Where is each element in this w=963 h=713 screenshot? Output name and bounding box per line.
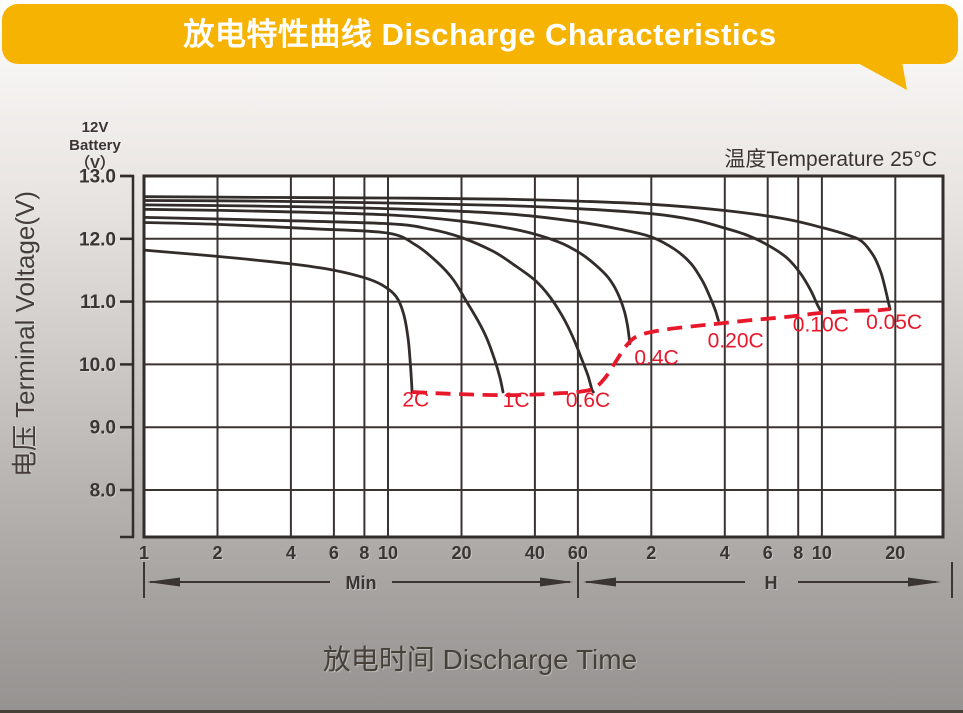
- rate-labels: 0.05C 0.10C 0.20C 0.4C 0.6C 1C 2C: [402, 311, 922, 412]
- x-tick-label: 4: [720, 543, 730, 563]
- curve-label-0.6C: 0.6C: [566, 389, 610, 412]
- discharge-curves: [142, 195, 892, 394]
- y-tick-label: 13.0: [79, 167, 116, 188]
- x-tick-label: 60: [568, 543, 588, 563]
- y-tick-labels: 13.0 12.0 11.0 10.0 9.0 8.0: [79, 167, 133, 502]
- x-tick-labels: 1 2 4 6 8 10 20 40 60 2 4 6 8 10 20: [139, 543, 905, 563]
- x-tick-label: 2: [646, 543, 656, 563]
- curve-label-1C: 1C: [503, 389, 530, 412]
- x-tick-label: 6: [763, 543, 773, 563]
- x-tick-label: 20: [451, 543, 471, 563]
- curve-label-2C: 2C: [402, 389, 429, 412]
- x-tick-label: 2: [212, 543, 222, 563]
- x-axis: 1 2 4 6 8 10 20 40 60 2 4 6 8 10 20 Min H 放电时间 Dischar…: [139, 543, 953, 675]
- y-unit-line-1: 12V: [82, 119, 109, 136]
- discharge-curve-0.6C: [142, 216, 595, 394]
- title-banner: 放电特性曲线 Discharge Characteristics: [2, 4, 958, 90]
- discharge-curve-0.05C: [142, 195, 892, 311]
- y-tick-label: 12.0: [79, 229, 116, 250]
- banner-tail: [845, 56, 907, 90]
- y-tick-label: 8.0: [90, 481, 116, 502]
- y-unit-line-3: （V）: [75, 154, 115, 172]
- minutes-range-indicator: Min: [143, 562, 579, 598]
- x-tick-label: 1: [139, 543, 149, 563]
- x-tick-label: 10: [812, 543, 832, 563]
- discharge-curve-2C: [142, 248, 414, 394]
- temperature-annotation: 温度Temperature 25°C: [724, 148, 937, 171]
- x-axis-title: 放电时间 Discharge Time: [323, 644, 637, 675]
- x-tick-label: 10: [378, 543, 398, 563]
- banner-background: [2, 4, 958, 64]
- minutes-unit-label: Min: [346, 573, 377, 593]
- x-tick-label: 6: [329, 543, 339, 563]
- hours-unit-label: H: [765, 573, 778, 593]
- curve-label-0.10C: 0.10C: [793, 314, 849, 337]
- plot-area: 0.05C 0.10C 0.20C 0.4C 0.6C 1C 2C: [142, 174, 945, 539]
- discharge-curve-0.10C: [142, 199, 823, 314]
- curve-label-0.4C: 0.4C: [634, 346, 678, 369]
- x-tick-label: 40: [525, 543, 545, 563]
- min-right-arrowhead-icon: [540, 577, 573, 587]
- discharge-curve-0.4C: [142, 207, 632, 346]
- y-unit-line-2: Battery: [69, 137, 121, 154]
- hour-right-arrowhead-icon: [908, 577, 941, 587]
- x-tick-label: 8: [359, 543, 369, 563]
- y-axis-title: 电压 Terminal Voltage(V): [10, 191, 40, 477]
- discharge-curve-0.20C: [142, 203, 720, 322]
- y-tick-label: 11.0: [80, 292, 116, 313]
- curve-label-0.20C: 0.20C: [708, 329, 764, 352]
- y-tick-label: 9.0: [90, 418, 116, 439]
- hour-left-arrowhead-icon: [583, 577, 616, 587]
- x-tick-label: 4: [286, 543, 296, 563]
- cutoff-voltage-curve: [412, 307, 891, 398]
- hours-range-indicator: H: [583, 562, 953, 598]
- chart-title: 放电特性曲线 Discharge Characteristics: [182, 17, 776, 52]
- y-axis-line: [120, 174, 135, 539]
- min-left-arrowhead-icon: [147, 577, 180, 587]
- curve-label-0.05C: 0.05C: [866, 311, 922, 334]
- x-tick-label: 20: [885, 543, 905, 563]
- plot-frame: [142, 174, 945, 539]
- x-tick-label: 8: [793, 543, 803, 563]
- discharge-curve-1C: [142, 221, 505, 394]
- y-tick-label: 10.0: [79, 355, 116, 376]
- y-axis: 13.0 12.0 11.0 10.0 9.0 8.0 12V Battery （V） 电…: [10, 119, 135, 539]
